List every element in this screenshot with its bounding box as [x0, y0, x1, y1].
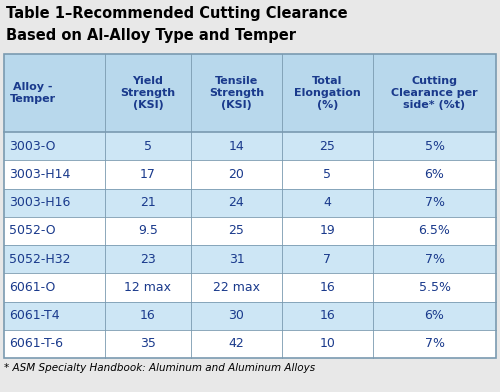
Text: 5: 5 — [324, 168, 332, 181]
Text: 5052-H32: 5052-H32 — [9, 252, 70, 266]
Bar — [191, 132, 282, 160]
Text: 6061-T4: 6061-T4 — [9, 309, 59, 322]
Bar — [191, 301, 282, 330]
Bar — [191, 330, 282, 358]
Text: 6.5%: 6.5% — [418, 224, 450, 238]
Bar — [373, 160, 496, 189]
Bar — [4, 54, 496, 358]
Bar — [373, 273, 496, 301]
Text: 35: 35 — [140, 338, 156, 350]
Bar — [4, 132, 105, 160]
Bar — [191, 189, 282, 217]
Bar — [282, 160, 373, 189]
Text: Yield
Strength
(KSI): Yield Strength (KSI) — [120, 76, 176, 111]
Text: 31: 31 — [228, 252, 244, 266]
Bar — [105, 273, 191, 301]
Bar — [105, 54, 191, 132]
Text: 12 max: 12 max — [124, 281, 172, 294]
Bar — [105, 301, 191, 330]
Text: Cutting
Clearance per
side* (%t): Cutting Clearance per side* (%t) — [391, 76, 478, 111]
Bar — [191, 217, 282, 245]
Bar — [282, 245, 373, 273]
Bar — [191, 54, 282, 132]
Bar — [282, 330, 373, 358]
Text: 5052-O: 5052-O — [9, 224, 56, 238]
Text: 25: 25 — [320, 140, 336, 152]
Text: 7%: 7% — [424, 252, 444, 266]
Bar — [282, 54, 373, 132]
Bar — [4, 54, 105, 132]
Text: 20: 20 — [228, 168, 244, 181]
Text: * ASM Specialty Handbook: Aluminum and Aluminum Alloys: * ASM Specialty Handbook: Aluminum and A… — [4, 363, 315, 373]
Text: 22 max: 22 max — [213, 281, 260, 294]
Text: 5.5%: 5.5% — [418, 281, 450, 294]
Text: 25: 25 — [228, 224, 244, 238]
Text: 10: 10 — [320, 338, 336, 350]
Bar — [373, 132, 496, 160]
Text: 21: 21 — [140, 196, 156, 209]
Text: 4: 4 — [324, 196, 332, 209]
Bar — [4, 54, 496, 358]
Bar — [373, 301, 496, 330]
Bar — [4, 273, 105, 301]
Text: 7: 7 — [324, 252, 332, 266]
Text: 3003-H16: 3003-H16 — [9, 196, 70, 209]
Bar — [4, 330, 105, 358]
Text: 6061-O: 6061-O — [9, 281, 56, 294]
Bar — [4, 301, 105, 330]
Bar — [282, 132, 373, 160]
Text: 6%: 6% — [424, 309, 444, 322]
Bar — [191, 245, 282, 273]
Bar — [105, 132, 191, 160]
Bar — [373, 217, 496, 245]
Bar — [282, 189, 373, 217]
Bar — [105, 160, 191, 189]
Text: 3003-O: 3003-O — [9, 140, 56, 152]
Text: 24: 24 — [228, 196, 244, 209]
Bar — [4, 160, 105, 189]
Text: 30: 30 — [228, 309, 244, 322]
Text: 16: 16 — [320, 281, 336, 294]
Text: 6061-T-6: 6061-T-6 — [9, 338, 63, 350]
Text: 17: 17 — [140, 168, 156, 181]
Text: Tensile
Strength
(KSI): Tensile Strength (KSI) — [209, 76, 264, 111]
Bar — [282, 301, 373, 330]
Text: 16: 16 — [320, 309, 336, 322]
Bar — [282, 273, 373, 301]
Bar — [191, 160, 282, 189]
Bar — [105, 330, 191, 358]
Bar — [105, 189, 191, 217]
Text: 16: 16 — [140, 309, 156, 322]
Text: 3003-H14: 3003-H14 — [9, 168, 70, 181]
Text: 19: 19 — [320, 224, 336, 238]
Text: 5%: 5% — [424, 140, 444, 152]
Text: 7%: 7% — [424, 196, 444, 209]
Text: Total
Elongation
(%): Total Elongation (%) — [294, 76, 361, 111]
Bar — [105, 217, 191, 245]
Text: 7%: 7% — [424, 338, 444, 350]
Text: 23: 23 — [140, 252, 156, 266]
Bar — [373, 54, 496, 132]
Bar — [373, 189, 496, 217]
Bar — [373, 330, 496, 358]
Bar — [4, 217, 105, 245]
Text: 5: 5 — [144, 140, 152, 152]
Bar — [4, 189, 105, 217]
Text: Alloy -
Temper: Alloy - Temper — [10, 82, 56, 104]
Bar — [282, 217, 373, 245]
Text: Table 1–Recommended Cutting Clearance: Table 1–Recommended Cutting Clearance — [6, 6, 347, 21]
Bar — [105, 245, 191, 273]
Text: 14: 14 — [228, 140, 244, 152]
Bar — [191, 273, 282, 301]
Text: Based on Al-Alloy Type and Temper: Based on Al-Alloy Type and Temper — [6, 28, 296, 43]
Text: 9.5: 9.5 — [138, 224, 158, 238]
Bar — [373, 245, 496, 273]
Text: 42: 42 — [228, 338, 244, 350]
Bar — [4, 245, 105, 273]
Text: 6%: 6% — [424, 168, 444, 181]
